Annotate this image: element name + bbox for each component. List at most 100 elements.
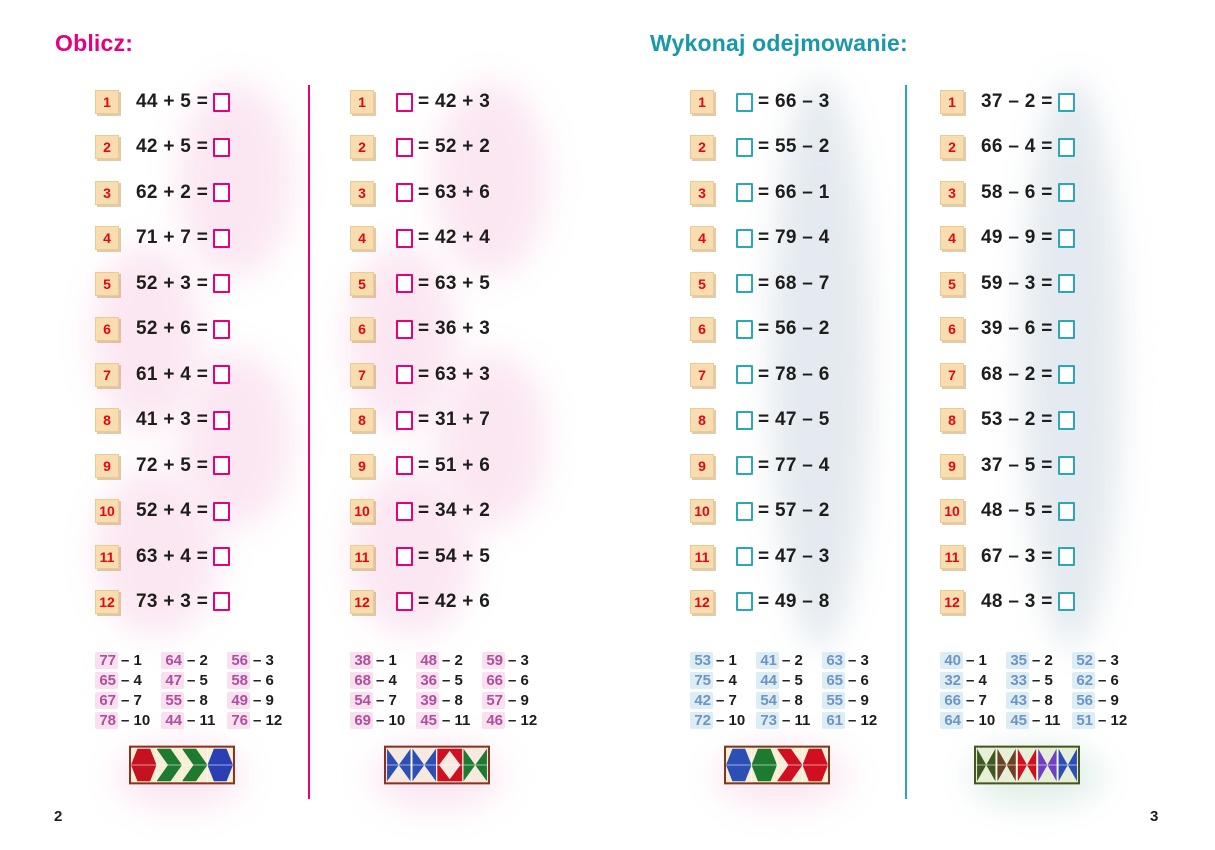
answer-box[interactable]	[396, 410, 413, 430]
answer-box[interactable]	[213, 410, 231, 430]
answer-box[interactable]	[396, 274, 413, 294]
problem-row: 7 = 63 + 3	[350, 361, 565, 389]
answer-box[interactable]	[213, 547, 231, 567]
answer-box[interactable]	[213, 228, 231, 248]
problem-number-badge: 7	[95, 362, 119, 387]
answer-box[interactable]	[1057, 456, 1075, 476]
equation-text: 52 + 3 =	[136, 272, 209, 294]
problem-number-badge: 12	[95, 589, 119, 614]
problem-number-badge: 8	[95, 408, 119, 433]
answer-label: – 6	[1098, 672, 1119, 689]
page-title-left: Oblicz:	[55, 30, 134, 56]
answer-box[interactable]	[736, 365, 753, 385]
answer-label: – 1	[376, 652, 397, 669]
answer-box[interactable]	[396, 137, 413, 157]
answer-key: 40 – 1 35 – 2 52 – 3 32 – 4 33 – 5 62 – …	[940, 652, 1155, 729]
answer-box[interactable]	[736, 410, 753, 430]
answer-key-cell: 58 – 6	[227, 672, 293, 689]
equation-text: = 47 – 5	[758, 409, 830, 431]
answer-label: – 3	[848, 652, 869, 669]
problem-row: 1 37 – 2 =	[940, 88, 1155, 116]
answer-box[interactable]	[1057, 501, 1075, 521]
problem-number-badge: 2	[690, 135, 714, 160]
answer-box[interactable]	[213, 592, 231, 612]
answer-box[interactable]	[396, 183, 413, 203]
answer-key-cell: 65 – 6	[822, 672, 888, 689]
answer-label: – 3	[508, 652, 529, 669]
answer-label: – 7	[121, 692, 142, 709]
answer-box[interactable]	[736, 92, 753, 112]
answer-box[interactable]	[1057, 547, 1075, 567]
problem-row: 4 71 + 7 =	[95, 224, 310, 252]
answer-label: – 11	[782, 712, 811, 729]
answer-box[interactable]	[213, 183, 231, 203]
answer-value: 58	[227, 672, 250, 689]
answer-key-cell: 54 – 8	[756, 692, 822, 709]
answer-box[interactable]	[213, 456, 231, 476]
problem-number-badge: 9	[940, 453, 964, 478]
answer-box[interactable]	[396, 92, 413, 112]
equation-text: 53 – 2 =	[981, 409, 1053, 431]
answer-box[interactable]	[1057, 319, 1075, 339]
problem-number-badge: 12	[690, 589, 714, 614]
problem-number-badge: 9	[95, 453, 119, 478]
answer-box[interactable]	[396, 547, 413, 567]
answer-box[interactable]	[736, 547, 753, 567]
equation-text: = 55 – 2	[758, 136, 830, 158]
answer-box[interactable]	[736, 274, 753, 294]
answer-box[interactable]	[1057, 228, 1075, 248]
answer-key-cell: 47 – 5	[161, 672, 227, 689]
answer-box[interactable]	[1057, 274, 1075, 294]
problem-number-badge: 8	[350, 408, 374, 433]
answer-box[interactable]	[736, 501, 753, 521]
answer-value: 51	[1072, 712, 1095, 729]
answer-box[interactable]	[213, 137, 231, 157]
answer-box[interactable]	[736, 183, 753, 203]
answer-box[interactable]	[736, 456, 753, 476]
answer-box[interactable]	[396, 365, 413, 385]
problem-number-badge: 1	[350, 90, 374, 114]
answer-value: 52	[1072, 652, 1095, 669]
answer-box[interactable]	[736, 228, 753, 248]
answer-box[interactable]	[736, 592, 753, 612]
answer-label: – 6	[848, 672, 869, 689]
answer-label: – 9	[508, 692, 529, 709]
answer-box[interactable]	[213, 319, 231, 339]
problem-row: 6 = 56 – 2	[690, 315, 905, 343]
answer-key-cell: 59 – 3	[482, 652, 548, 669]
answer-label: – 9	[253, 692, 274, 709]
answer-box[interactable]	[396, 456, 413, 476]
answer-box[interactable]	[1057, 92, 1075, 112]
mosaic-strip-svg	[384, 745, 490, 785]
answer-box[interactable]	[213, 501, 231, 521]
answer-key-cell: 42 – 7	[690, 692, 756, 709]
answer-key-cell: 64 – 2	[161, 652, 227, 669]
answer-box[interactable]	[736, 319, 753, 339]
problem-number-badge: 8	[940, 408, 964, 433]
answer-box[interactable]	[396, 228, 413, 248]
answer-box[interactable]	[1057, 137, 1075, 157]
answer-box[interactable]	[213, 274, 231, 294]
answer-box[interactable]	[736, 137, 753, 157]
answer-key-cell: 62 – 6	[1072, 672, 1138, 689]
answer-box[interactable]	[396, 592, 413, 612]
answer-value: 44	[756, 672, 779, 689]
problem-row: 6 52 + 6 =	[95, 315, 310, 343]
problem-number-badge: 12	[350, 589, 374, 614]
problem-number-badge: 6	[350, 317, 374, 342]
answer-box[interactable]	[396, 501, 413, 521]
answer-box[interactable]	[213, 365, 231, 385]
answer-box[interactable]	[1057, 592, 1075, 612]
problem-number-badge: 11	[940, 544, 964, 569]
equation-text: = 51 + 6	[418, 454, 491, 476]
answer-box[interactable]	[213, 92, 231, 112]
answer-box[interactable]	[1057, 410, 1075, 430]
answer-box[interactable]	[396, 319, 413, 339]
answer-box[interactable]	[1057, 183, 1075, 203]
equation-text: = 68 – 7	[758, 272, 830, 294]
answer-box[interactable]	[1057, 365, 1075, 385]
answer-key-cell: 54 – 7	[350, 692, 416, 709]
equation-text: = 34 + 2	[418, 500, 491, 522]
equation-text: = 47 – 3	[758, 545, 830, 567]
answer-value: 36	[416, 672, 439, 689]
